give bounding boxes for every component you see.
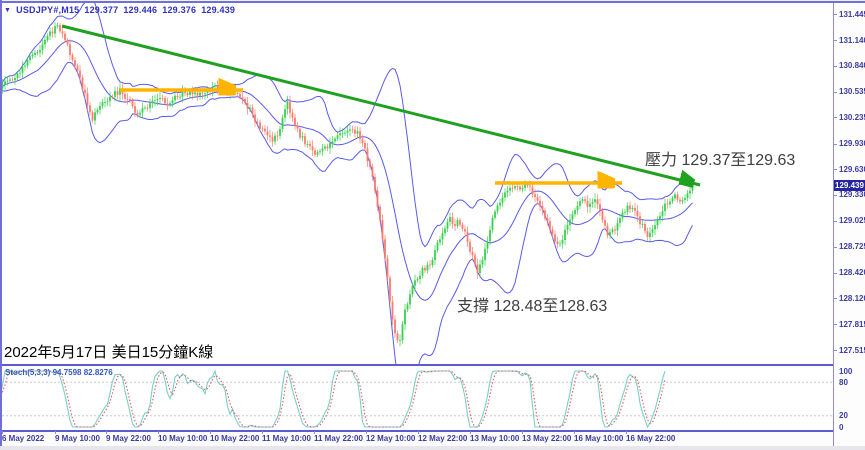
date-annotation: 2022年5月17日 美日15分鐘K線 [4, 344, 214, 361]
panel-divider-bottom [2, 430, 833, 432]
chart-header: ▼ USDJPY#,M15 129.377 129.446 129.376 12… [4, 5, 235, 15]
stochastic-values: 94.7598 82.8276 [52, 368, 113, 377]
stochastic-name: Stoch(5,3,3) [5, 368, 51, 377]
stochastic-header: Stoch(5,3,3) 94.7598 82.8276 [5, 368, 113, 377]
stochastic-panel[interactable] [2, 366, 833, 430]
window-border-bottom [0, 446, 865, 450]
symbol-period-label: USDJPY#,M15 [16, 5, 80, 15]
panel-divider[interactable] [2, 364, 833, 366]
quote-open: 129.377 [84, 5, 119, 15]
window-border-top [0, 1, 865, 3]
resistance-annotation: 壓力 129.37至129.63 [645, 152, 796, 169]
time-axis[interactable] [2, 432, 833, 446]
quote-low: 129.376 [162, 5, 197, 15]
price-axis[interactable] [833, 3, 865, 446]
quote-close: 129.439 [201, 5, 236, 15]
current-price-tag: 129.439 [834, 180, 865, 191]
window-border-left [0, 0, 2, 450]
quote-high: 129.446 [123, 5, 158, 15]
collapse-triangle-icon[interactable]: ▼ [4, 6, 12, 14]
support-annotation: 支撐 128.48至128.63 [457, 298, 608, 315]
